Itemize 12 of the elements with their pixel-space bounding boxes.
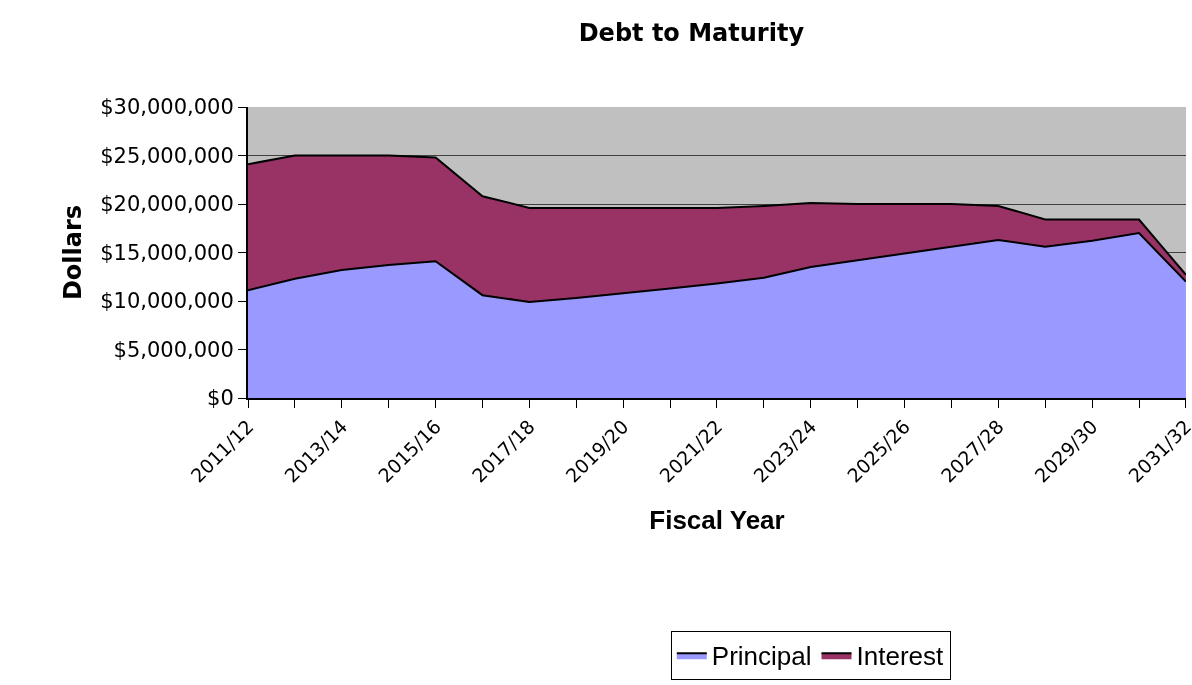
y-tick-label: $5,000,000 bbox=[113, 337, 234, 362]
legend-label: Interest bbox=[856, 641, 944, 672]
y-tick-label: $0 bbox=[207, 386, 234, 411]
legend-label: Principal bbox=[711, 641, 812, 672]
chart-title: Debt to Maturity bbox=[578, 18, 805, 47]
y-tick-label: $30,000,000 bbox=[100, 95, 234, 120]
y-axis-title: Dollars bbox=[58, 204, 87, 301]
y-tick-label: $20,000,000 bbox=[100, 192, 234, 217]
x-axis-title: Fiscal Year bbox=[649, 504, 785, 535]
y-tick-label: $15,000,000 bbox=[100, 240, 234, 265]
y-tick-label: $25,000,000 bbox=[100, 143, 234, 168]
y-tick-label: $10,000,000 bbox=[100, 289, 234, 314]
